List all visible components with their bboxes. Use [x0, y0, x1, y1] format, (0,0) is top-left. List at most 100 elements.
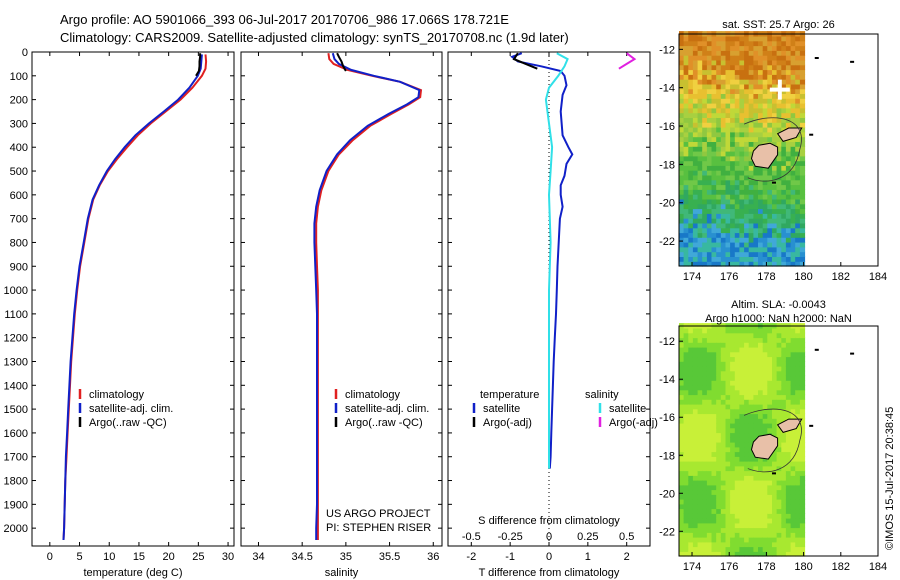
header-line-1: Argo profile: AO 5901066_393 06-Jul-2017… [60, 12, 509, 27]
legend-temperature-title: temperature [480, 389, 539, 401]
depth-tick-label: 1700 [4, 452, 28, 464]
series-line-s-satellite [544, 52, 569, 469]
depth-tick-label: 800 [10, 237, 28, 249]
small-island [814, 348, 819, 351]
sst_map-xtick-label: 184 [869, 271, 887, 283]
temperature-xtick-label: 30 [222, 551, 234, 563]
small-island [771, 181, 776, 184]
sst_map-xtick-label: 180 [794, 271, 812, 283]
depth-tick-label: 400 [10, 142, 28, 154]
small-island [809, 133, 814, 136]
salinity-xtick-label: 35 [340, 551, 352, 563]
series-line-t-satellite [510, 52, 574, 469]
sla_map-field [679, 323, 806, 557]
sla_map-xtick-label: 180 [794, 561, 812, 573]
s-diff-xlabel: S difference from climatology [478, 515, 620, 527]
small-island [771, 472, 776, 475]
salinity-plot-frame [240, 51, 443, 547]
temperature-plot-frame [31, 51, 235, 547]
temperature-xtick-label: 25 [192, 551, 204, 563]
series-line-argo-raw-qc- [336, 52, 347, 72]
salinity-xtick-label: 34.5 [291, 551, 312, 563]
sst_map-ytick-label: -12 [659, 44, 675, 56]
depth-tick-label: 1500 [4, 404, 28, 416]
depth-tick-label: 300 [10, 118, 28, 130]
depth-tick-label: 1600 [4, 428, 28, 440]
sst_map-frame [678, 33, 879, 267]
series-line-climatology [62, 54, 208, 541]
sla_map-ytick-label: -14 [659, 374, 675, 386]
reef-contour [743, 408, 802, 473]
sla_map-ytick-label: -18 [659, 450, 675, 462]
series-line-satellite-adj-clim- [313, 52, 421, 540]
argo-position-marker [769, 79, 790, 100]
temperature-xlabel: temperature (deg C) [83, 567, 182, 579]
series-line-satellite-adj-clim- [62, 54, 203, 541]
small-island [850, 60, 855, 63]
small-island [809, 424, 814, 427]
legend-label: climatology [89, 389, 145, 401]
difference-panel: -2 -1 0 1 2 T difference from climatology -0.5… [447, 51, 658, 579]
sst_map-ytick-label: -22 [659, 236, 675, 248]
legend-label: satellite [483, 403, 520, 415]
sst_map-ytick-label: -14 [659, 83, 675, 95]
sla_map-xtick-label: 184 [869, 561, 887, 573]
legend-label: Argo(-adj) [609, 417, 658, 429]
temperature-xtick-label: 5 [76, 551, 82, 563]
depth-tick-label: 0 [22, 47, 28, 59]
sla_map-xtick-label: 174 [683, 561, 701, 573]
depth-tick-label: 600 [10, 190, 28, 202]
depth-tick-label: 1000 [4, 285, 28, 297]
depth-tick-label: 1300 [4, 356, 28, 368]
difference-xlabel: T difference from climatology [479, 567, 620, 579]
sst_map-ytick-label: -20 [659, 198, 675, 210]
depth-tick-label: 2000 [4, 523, 28, 535]
temperature-xtick-label: 0 [47, 551, 53, 563]
sla_map-ytick-label: -12 [659, 336, 675, 348]
sla_map-xtick-label: 182 [832, 561, 850, 573]
s-diff-tick-label: -0.5 [462, 531, 481, 543]
legend-label: satellite [609, 403, 646, 415]
sla-map-panel: 174 176 178 180 182 184 -12 -14 -16 -18 -20 -22 Alti… [659, 299, 887, 573]
depth-tick-label: 700 [10, 214, 28, 226]
imos-watermark: ©IMOS 15-Jul-2017 20:38:45 [884, 407, 896, 550]
sst_map-xtick-label: 178 [757, 271, 775, 283]
sla_map-subtitle: Argo h1000: NaN h2000: NaN [705, 313, 852, 325]
sla_map-xtick-label: 176 [720, 561, 738, 573]
s-diff-tick-label: 0.25 [577, 531, 598, 543]
credit-line-2: PI: STEPHEN RISER [326, 522, 431, 534]
salinity-xtick-label: 34 [252, 551, 264, 563]
s-diff-tick-label: 0 [546, 531, 552, 543]
salinity-xlabel: salinity [325, 567, 359, 579]
reef-contour [743, 117, 802, 182]
series-line-t-argo-adj- [512, 52, 538, 70]
salinity-xtick-label: 35.5 [379, 551, 400, 563]
depth-tick-label: 900 [10, 261, 28, 273]
sst_map-xtick-label: 182 [832, 271, 850, 283]
legend-label: Argo(..raw -QC) [89, 417, 167, 429]
temperature-xtick-label: 15 [133, 551, 145, 563]
legend-label: climatology [345, 389, 401, 401]
temperature-xtick-label: 20 [163, 551, 175, 563]
temperature-xtick-label: 10 [103, 551, 115, 563]
sla_map-ytick-label: -20 [659, 488, 675, 500]
salinity-panel: 34 34.5 35 35.5 36 salinity climatology satelli… [240, 51, 443, 579]
depth-tick-label: 1200 [4, 333, 28, 345]
legend-label: satellite-adj. clim. [89, 403, 173, 415]
sst-map-panel: 174 176 178 180 182 184 -12 -14 -16 -18 -20 -22 sat.… [659, 19, 887, 283]
sst_map-field [679, 31, 806, 267]
sla_map-frame [678, 325, 879, 557]
depth-tick-label: 100 [10, 71, 28, 83]
sst_map-title: sat. SST: 25.7 Argo: 26 [722, 19, 835, 31]
temperature-panel: 0100200300400500600700800900100011001200… [4, 47, 235, 579]
difference-xtick-label: 1 [585, 551, 591, 563]
sst_map-ytick-label: -16 [659, 121, 675, 133]
salinity-xtick-label: 36 [427, 551, 439, 563]
small-island [850, 352, 855, 355]
series-line-s-argo-adj- [618, 52, 637, 70]
difference-xtick-label: 0 [546, 551, 552, 563]
depth-tick-label: 1100 [4, 309, 28, 321]
difference-xtick-label: -1 [505, 551, 515, 563]
difference-xtick-label: 2 [624, 551, 630, 563]
